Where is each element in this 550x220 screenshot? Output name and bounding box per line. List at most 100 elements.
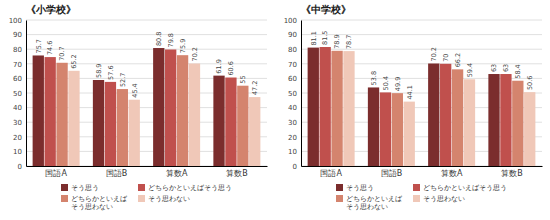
bar: [105, 82, 116, 166]
bar: [320, 47, 331, 166]
title: 《小学校》: [26, 4, 76, 15]
legend-label-line: どちらかといえばそう思う: [423, 184, 507, 192]
legend-item: そう思わない: [413, 195, 465, 203]
data-label: 74.6: [46, 41, 54, 55]
legend-item: どちらかといえばそう思う: [138, 184, 232, 192]
data-label: 81.5: [321, 31, 329, 45]
bar: [488, 74, 499, 166]
plot-area: 0102030405060708090100国語A国語B算数A算数B81.153…: [284, 17, 543, 178]
x-tick-label: 算数B: [501, 169, 523, 178]
series: [331, 51, 523, 166]
grid-line: [26, 34, 267, 35]
data-label: 66.2: [454, 53, 462, 67]
legend-label-line: そう思わない: [71, 203, 113, 211]
data-label: 58.4: [514, 64, 522, 78]
bar: [249, 97, 260, 166]
title: 《中学校》: [301, 4, 351, 15]
y-tick-label: 100: [9, 17, 22, 25]
legend-label-line: そう思う: [71, 184, 99, 192]
y-tick: 20: [13, 134, 26, 142]
data-label: 57.6: [107, 65, 115, 79]
x-tick: 算数B: [226, 166, 248, 178]
series: [33, 48, 225, 166]
y-tick: 50: [288, 90, 301, 98]
plot-area: 0102030405060708090100国語A国語B算数A算数B75.758…: [9, 17, 268, 178]
y-tick: 60: [288, 75, 301, 83]
data-label: 78.7: [345, 35, 353, 49]
legend-item: そう思わない: [138, 195, 190, 203]
y-tick-label: 70: [13, 61, 22, 69]
y-tick: 70: [288, 61, 301, 69]
grid: [26, 20, 267, 166]
data-label: 63: [502, 64, 510, 72]
legend-label: そう思わない: [148, 195, 190, 203]
legend-swatch: [336, 195, 343, 202]
series: [45, 49, 237, 166]
y-tick-label: 60: [288, 75, 297, 83]
bar: [45, 57, 56, 166]
data-label: 75.9: [179, 39, 187, 53]
data-label: 60.6: [227, 61, 235, 75]
y-tick-label: 40: [288, 104, 297, 112]
data-label: 59.4: [466, 63, 474, 77]
bar: [117, 89, 128, 166]
y-tick-label: 50: [13, 90, 22, 98]
y-tick: 30: [13, 119, 26, 127]
legend-item: どちらかといえばそう思わない: [336, 195, 403, 211]
legend: そう思うどちらかといえばそう思うどちらかといえばそう思わないそう思わない: [61, 184, 232, 211]
x-tick: 国語B: [106, 166, 128, 178]
grid-line: [26, 20, 267, 21]
data-label: 45.4: [131, 83, 139, 97]
data-label: 81.1: [310, 31, 318, 45]
legend-label: そう思う: [71, 184, 99, 192]
legend-swatch: [61, 184, 68, 191]
bar: [165, 49, 176, 166]
bar: [308, 48, 319, 166]
legend-swatch: [413, 184, 420, 191]
bars: [308, 47, 536, 166]
y-tick: 20: [288, 134, 301, 142]
data-label: 58.9: [95, 64, 103, 78]
y-tick: 100: [284, 17, 301, 25]
data-label: 70: [442, 54, 450, 62]
y-tick-label: 40: [13, 104, 22, 112]
y-tick-label: 0: [293, 163, 297, 171]
bar: [368, 87, 379, 166]
data-label: 47.2: [251, 81, 259, 95]
y-tick: 90: [288, 31, 301, 39]
panel: 0102030405060708090100国語A国語B算数A算数B75.758…: [9, 4, 268, 211]
legend-label: どちらかといえばそう思わない: [346, 195, 403, 211]
data-label: 78.9: [333, 34, 341, 48]
series: [343, 51, 535, 166]
data-label: 70.7: [58, 46, 66, 60]
y-tick-label: 10: [13, 148, 22, 156]
x-tick: 算数B: [501, 166, 523, 178]
data-label: 50.6: [526, 76, 534, 90]
legend-label: そう思う: [346, 184, 374, 192]
data-label: 70.2: [191, 47, 199, 61]
y-axis: 0102030405060708090100: [9, 17, 27, 171]
x-tick: 国語B: [381, 166, 403, 178]
y-tick: 10: [288, 148, 301, 156]
bar: [331, 51, 342, 166]
legend-label-line: そう思わない: [423, 195, 465, 203]
x-tick: 算数A: [441, 166, 463, 178]
y-tick: 60: [13, 75, 26, 83]
legend-label-line: そう思わない: [148, 195, 190, 203]
legend-label-line: どちらかといえば: [71, 195, 128, 203]
y-tick-label: 80: [13, 46, 22, 54]
data-label: 50.4: [382, 76, 390, 90]
y-tick-label: 70: [288, 61, 297, 69]
y-tick: 10: [13, 148, 26, 156]
bar: [428, 64, 439, 166]
data-label: 44.1: [406, 85, 414, 99]
legend-item: そう思う: [336, 184, 374, 192]
x-tick-label: 算数A: [441, 169, 463, 178]
y-tick: 100: [9, 17, 26, 25]
y-tick: 80: [288, 46, 301, 54]
bar: [380, 92, 391, 166]
bar: [93, 80, 104, 166]
grid: [301, 20, 542, 166]
x-tick-label: 算数B: [226, 169, 248, 178]
y-tick-label: 100: [284, 17, 297, 25]
